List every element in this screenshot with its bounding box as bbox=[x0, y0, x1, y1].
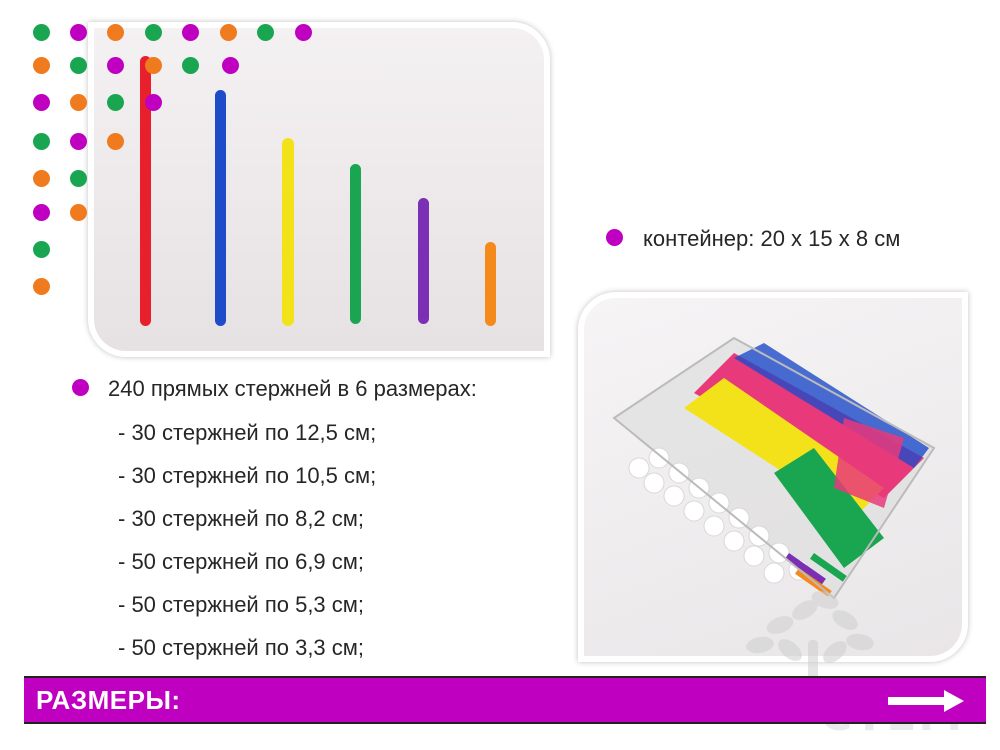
list-item: - 50 стержней по 6,9 см; bbox=[118, 549, 365, 574]
yellow-rod bbox=[282, 138, 294, 326]
container-photo bbox=[578, 292, 968, 662]
dot bbox=[107, 24, 124, 41]
bullet-dot bbox=[606, 229, 623, 246]
dot bbox=[70, 94, 87, 111]
dot bbox=[33, 24, 50, 41]
dot bbox=[257, 24, 274, 41]
dot bbox=[295, 24, 312, 41]
purple-rod bbox=[418, 198, 429, 324]
dot bbox=[33, 241, 50, 258]
dot bbox=[107, 94, 124, 111]
blue-rod bbox=[215, 90, 226, 326]
rods-photo-background bbox=[94, 28, 544, 351]
dot bbox=[33, 204, 50, 221]
rods-bundle bbox=[684, 343, 929, 568]
dot bbox=[33, 94, 50, 111]
dot bbox=[33, 133, 50, 150]
bullet-dot bbox=[72, 379, 89, 396]
list-item: - 30 стержней по 12,5 см; bbox=[118, 420, 377, 445]
list-item: - 50 стержней по 5,3 см; bbox=[118, 592, 365, 617]
dot bbox=[70, 24, 87, 41]
orange-rod bbox=[485, 242, 496, 326]
dot bbox=[145, 57, 162, 74]
dot bbox=[145, 24, 162, 41]
container-illustration bbox=[612, 336, 936, 600]
container-photo-background bbox=[584, 298, 962, 656]
dot bbox=[145, 94, 162, 111]
dot bbox=[222, 57, 239, 74]
green-rod bbox=[350, 164, 361, 324]
list-item: - 30 стержней по 8,2 см; bbox=[118, 506, 365, 531]
dot bbox=[182, 24, 199, 41]
footer-bar: РАЗМЕРЫ: bbox=[24, 676, 986, 724]
dot bbox=[220, 24, 237, 41]
list-item: - 30 стержней по 10,5 см; bbox=[118, 463, 377, 488]
dot bbox=[107, 57, 124, 74]
red-rod bbox=[140, 56, 151, 326]
container-size-text: контейнер: 20 х 15 х 8 см bbox=[643, 226, 901, 251]
dot bbox=[33, 170, 50, 187]
next-arrow-icon[interactable] bbox=[888, 690, 964, 712]
section-title: РАЗМЕРЫ: bbox=[36, 684, 181, 715]
dot bbox=[70, 57, 87, 74]
rods-photo bbox=[88, 22, 550, 357]
dot bbox=[182, 57, 199, 74]
dot bbox=[107, 133, 124, 150]
rods-heading-text: 240 прямых стержней в 6 размерах: bbox=[108, 376, 477, 401]
list-item: - 50 стержней по 3,3 см; bbox=[118, 635, 365, 660]
dot bbox=[70, 204, 87, 221]
dot bbox=[70, 170, 87, 187]
dot bbox=[70, 133, 87, 150]
dot bbox=[33, 278, 50, 295]
dot bbox=[33, 57, 50, 74]
decorative-dot-grid bbox=[0, 0, 340, 300]
